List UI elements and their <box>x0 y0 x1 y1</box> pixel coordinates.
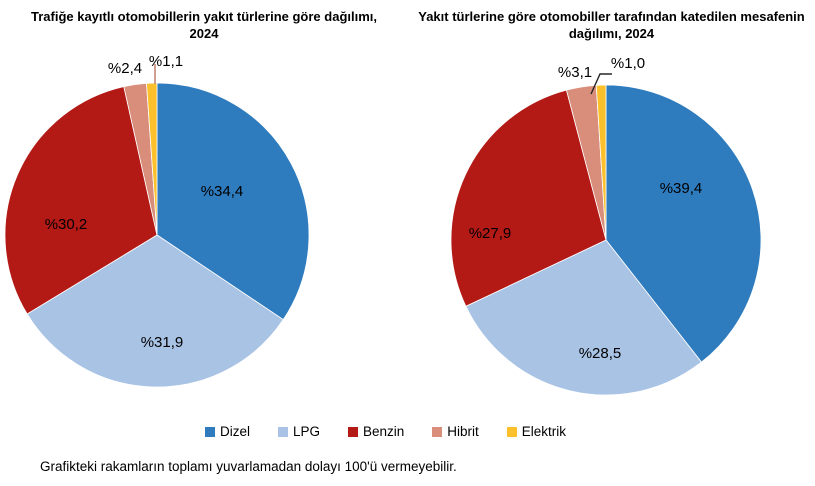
chart-panel-registered-cars: Trafiğe kayıtlı otomobillerin yakıt türl… <box>0 0 408 415</box>
legend-item-dizel: Dizel <box>204 424 250 439</box>
legend-swatch-lpg <box>277 426 288 437</box>
footnote: Grafikteki rakamların toplamı yuvarlamad… <box>40 459 457 474</box>
slice-label-benzin: %30,2 <box>45 216 88 233</box>
slice-label-elektrik: %1,1 <box>149 53 183 70</box>
legend-swatch-hibrit <box>432 426 443 437</box>
legend-item-hibrit: Hibrit <box>432 424 479 439</box>
legend-item-lpg: LPG <box>277 424 320 439</box>
legend-swatch-elektrik <box>506 426 517 437</box>
slice-label-hibrit: %3,1 <box>558 64 592 81</box>
legend-label-dizel: Dizel <box>219 424 250 439</box>
pie-slice-benzin <box>450 89 607 307</box>
chart-title-registered-cars: Trafiğe kayıtlı otomobillerin yakıt türl… <box>30 9 378 41</box>
legend-label-lpg: LPG <box>292 424 320 439</box>
pie-slice-lpg <box>26 234 284 388</box>
pie-slice-dizel <box>605 84 762 363</box>
slice-label-hibrit: %2,4 <box>108 60 142 77</box>
slice-label-lpg: %28,5 <box>579 345 622 362</box>
pie-slice-benzin <box>4 86 158 315</box>
legend-item-elektrik: Elektrik <box>506 424 567 439</box>
chart-title-distance-travelled: Yakıt türlerine göre otomobiller tarafın… <box>418 9 805 41</box>
slice-label-elektrik: %1,0 <box>611 55 645 72</box>
slice-label-lpg: %31,9 <box>141 334 184 351</box>
legend-label-hibrit: Hibrit <box>447 424 479 439</box>
slice-label-dizel: %39,4 <box>660 180 703 197</box>
pie-chart-registered-cars: %34,4 %31,9 %30,2 %2,4 %1,1 <box>4 53 310 388</box>
legend-item-benzin: Benzin <box>347 424 405 439</box>
pie-slice-elektrik <box>146 82 158 236</box>
legend: Dizel LPG Benzin Hibrit Elektrik <box>0 424 793 439</box>
leader-line-elektrik <box>590 73 612 95</box>
slice-label-dizel: %34,4 <box>201 183 244 200</box>
legend-swatch-dizel <box>204 426 215 437</box>
pie-slice-dizel <box>156 82 310 321</box>
pie-slice-elektrik <box>595 84 607 241</box>
pie-chart-distance-travelled: %39,4 %28,5 %27,9 %3,1 %1,0 <box>450 55 762 396</box>
legend-label-benzin: Benzin <box>362 424 405 439</box>
slice-label-benzin: %27,9 <box>469 225 512 242</box>
legend-label-elektrik: Elektrik <box>521 424 567 439</box>
chart-panel-distance-travelled: Yakıt türlerine göre otomobiller tarafın… <box>408 0 815 415</box>
legend-swatch-benzin <box>347 426 358 437</box>
